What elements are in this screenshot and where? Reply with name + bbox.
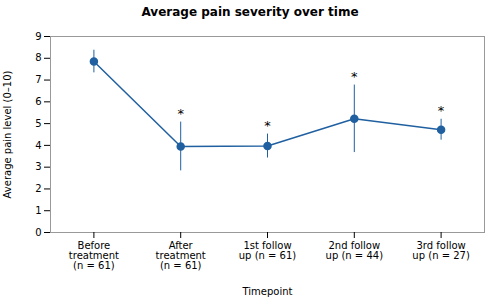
svg-text:Timepoint: Timepoint — [242, 286, 293, 297]
svg-text:0: 0 — [35, 227, 41, 238]
svg-text:7: 7 — [35, 74, 41, 85]
svg-text:6: 6 — [35, 96, 41, 107]
html-text:Average pain severity over tim: Average pain severity over time — [141, 5, 359, 19]
svg-text:5: 5 — [35, 118, 41, 129]
svg-text:2: 2 — [35, 183, 41, 194]
svg-text:*: * — [264, 118, 271, 133]
svg-text:*: * — [177, 106, 184, 121]
svg-text:*: * — [438, 103, 445, 118]
svg-text:4: 4 — [35, 140, 41, 151]
svg-text:9: 9 — [35, 31, 41, 42]
svg-text:8: 8 — [35, 52, 41, 63]
svg-text:2nd followup (n = 44): 2nd followup (n = 44) — [326, 240, 384, 261]
svg-text:*: * — [351, 69, 358, 84]
svg-text:1: 1 — [35, 205, 41, 216]
svg-text:3rd followup (n = 27): 3rd followup (n = 27) — [412, 240, 470, 261]
svg-text:Aftertreatment(n = 61): Aftertreatment(n = 61) — [156, 240, 206, 271]
svg-text:3: 3 — [35, 161, 41, 172]
svg-text:Average pain level (0–10): Average pain level (0–10) — [2, 70, 13, 198]
svg-text:Beforetreatment(n = 61): Beforetreatment(n = 61) — [69, 240, 119, 271]
svg-text:1st followup (n = 61): 1st followup (n = 61) — [239, 240, 297, 261]
